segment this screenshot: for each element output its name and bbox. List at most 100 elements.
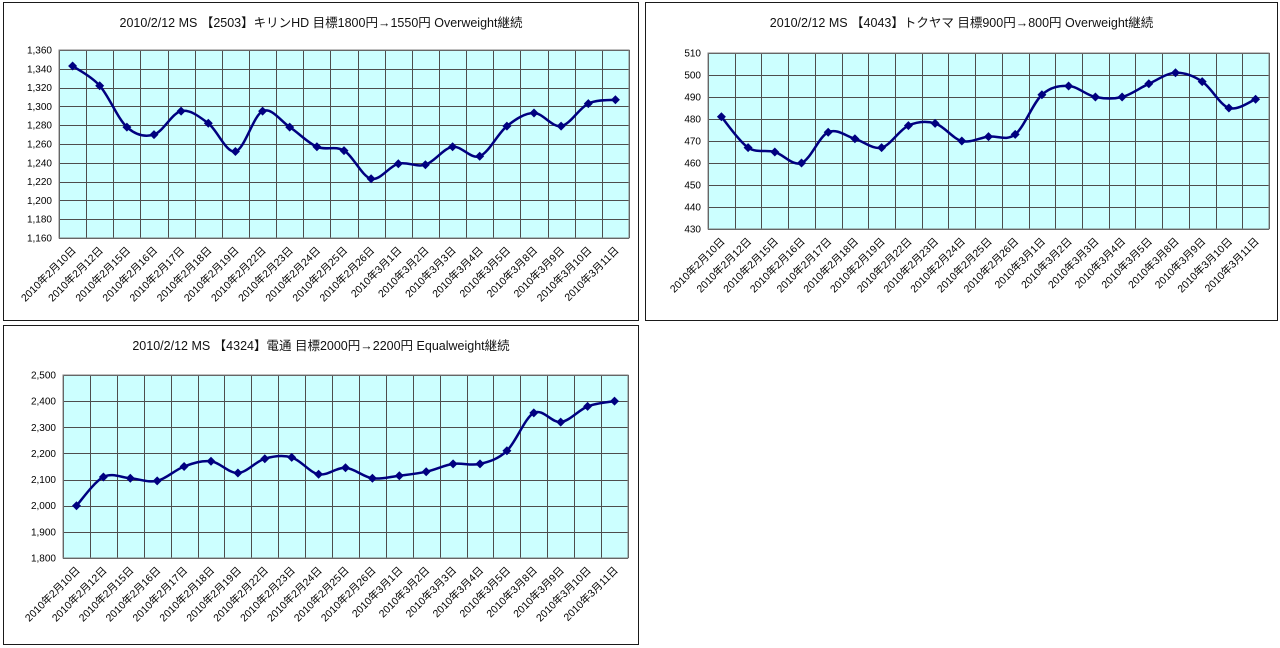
y-axis-label: 430 <box>684 225 701 236</box>
data-point-marker <box>230 147 240 156</box>
data-point-marker <box>1117 92 1127 102</box>
y-axis-label: 2,500 <box>31 371 56 382</box>
y-axis-label: 1,300 <box>27 102 52 113</box>
data-point-marker <box>287 452 297 462</box>
data-point-marker <box>393 159 403 169</box>
data-point-marker <box>1010 129 1020 139</box>
y-axis-label: 1,360 <box>27 46 52 57</box>
data-point-marker <box>716 112 726 122</box>
data-point-marker <box>502 121 512 131</box>
chart-4043-tokuyama[interactable]: 2010/2/12 MS 【4043】トクヤマ 目標900円→800円 Over… <box>645 2 1278 321</box>
data-point-marker <box>1251 94 1261 104</box>
data-point-marker <box>68 61 78 71</box>
y-axis-label: 2,000 <box>31 501 56 512</box>
data-point-markers <box>72 396 619 511</box>
y-axis-label: 470 <box>684 137 701 148</box>
y-axis-label: 1,260 <box>27 140 52 151</box>
data-point-marker <box>957 136 967 146</box>
y-axis-label: 450 <box>684 181 701 192</box>
data-point-markers <box>716 68 1261 168</box>
data-point-marker <box>770 147 780 157</box>
data-point-marker <box>203 118 213 128</box>
data-point-marker <box>823 127 833 137</box>
data-point-marker <box>903 121 913 131</box>
y-axis-labels: 1,800 1,900 2,000 2,100 2,200 2,300 2,400 2,500 <box>31 371 56 565</box>
y-axis-label: 1,240 <box>27 158 52 169</box>
line-chart[interactable]: 1,160 1,180 1,200 1,220 1,240 1,260 1,280 1,300… <box>4 3 638 320</box>
chart-title: 2010/2/12 MS 【4043】トクヤマ 目標900円→800円 Over… <box>769 16 1154 30</box>
data-point-marker <box>206 456 216 466</box>
data-point-marker <box>529 108 539 118</box>
data-point-marker <box>421 467 431 477</box>
data-point-marker <box>1171 68 1180 78</box>
data-point-marker <box>179 462 189 471</box>
data-point-marker <box>1197 77 1207 87</box>
x-axis-labels: 2010年2月10日2010年2月12日2010年2月15日2010年2月16日… <box>667 235 1262 295</box>
data-point-marker <box>260 454 270 464</box>
plot-border <box>62 374 629 559</box>
y-axis-label: 1,340 <box>27 64 52 75</box>
y-axis-label: 2,300 <box>31 423 56 434</box>
y-axis-label: 440 <box>684 203 701 214</box>
data-point-marker <box>583 99 593 109</box>
y-axis-label: 1,200 <box>27 196 52 207</box>
data-point-marker <box>95 81 105 91</box>
data-point-marker <box>125 473 135 483</box>
data-point-marker <box>258 106 268 116</box>
x-axis-labels: 2010年2月10日2010年2月12日2010年2月15日2010年2月16日… <box>18 244 621 304</box>
data-point-marker <box>394 471 404 481</box>
data-point-marker <box>339 146 349 156</box>
data-point-marker <box>152 476 162 486</box>
data-point-marker <box>556 121 566 131</box>
y-axis-labels: 430 440 450 460 470 480 490 500 510 <box>684 49 701 236</box>
line-chart[interactable]: 430 440 450 460 470 480 490 500 510 2010年2月10日201… <box>646 3 1277 320</box>
line-chart[interactable]: 1,800 1,900 2,000 2,100 2,200 2,300 2,400 2,500… <box>4 326 638 644</box>
chart-title: 2010/2/12 MS 【4324】電通 目標2000円→2200円 Equa… <box>132 339 510 353</box>
data-point-marker <box>122 122 132 132</box>
data-point-marker <box>448 459 458 469</box>
data-point-marker <box>930 118 940 128</box>
data-point-marker <box>98 472 108 482</box>
data-point-markers <box>68 61 620 184</box>
chart-4324-dentsu[interactable]: 2010/2/12 MS 【4324】電通 目標2000円→2200円 Equa… <box>3 325 639 645</box>
data-point-marker <box>797 158 806 168</box>
chart-2503-kirin-hd[interactable]: 2010/2/12 MS 【2503】キリンHD 目標1800円→1550円 O… <box>3 2 639 321</box>
data-point-marker <box>610 396 619 406</box>
y-axis-label: 1,220 <box>27 177 52 188</box>
data-point-marker <box>850 134 860 144</box>
data-point-marker <box>367 473 377 483</box>
y-axis-label: 2,100 <box>31 475 56 486</box>
y-axis-label: 510 <box>684 49 701 60</box>
y-axis-label: 480 <box>684 115 701 126</box>
data-point-marker <box>1037 90 1047 100</box>
data-point-marker <box>314 469 324 479</box>
data-point-marker <box>743 143 753 153</box>
data-point-marker <box>529 408 539 418</box>
x-axis-labels: 2010年2月10日2010年2月12日2010年2月15日2010年2月16日… <box>22 564 620 624</box>
data-point-marker <box>475 151 485 161</box>
data-point-marker <box>1144 79 1154 89</box>
data-point-marker <box>149 130 159 140</box>
data-point-marker <box>1064 81 1074 91</box>
data-point-marker <box>341 463 350 473</box>
y-axis-label: 460 <box>684 159 701 170</box>
y-axis-label: 1,180 <box>27 215 52 226</box>
chart-title: 2010/2/12 MS 【2503】キリンHD 目標1800円→1550円 O… <box>119 16 523 30</box>
data-point-marker <box>448 142 458 152</box>
data-point-marker <box>984 132 993 142</box>
y-axis-label: 1,900 <box>31 527 56 538</box>
data-point-marker <box>72 501 81 511</box>
y-axis-label: 2,400 <box>31 397 56 408</box>
data-point-marker <box>475 459 485 469</box>
y-axis-label: 1,320 <box>27 83 52 94</box>
data-point-marker <box>233 468 243 478</box>
y-axis-label: 1,800 <box>31 554 56 565</box>
data-point-marker <box>1090 92 1100 102</box>
data-point-marker <box>176 106 186 116</box>
y-axis-label: 2,200 <box>31 449 56 460</box>
y-axis-label: 490 <box>684 93 701 104</box>
plot-border <box>707 52 1270 230</box>
data-point-marker <box>366 174 376 184</box>
plot-border <box>58 49 630 239</box>
data-point-marker <box>877 143 887 153</box>
